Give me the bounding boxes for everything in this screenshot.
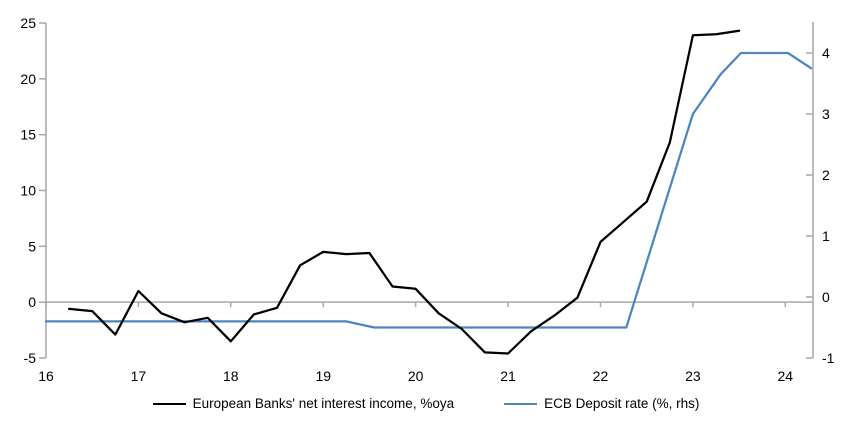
legend-item-ecb-deposit-rate: ECB Deposit rate (%, rhs) [504,396,699,411]
x-axis-tick-label: 19 [315,368,331,384]
x-axis-tick-label: 24 [777,368,793,384]
left-y-axis-tick-label: 25 [20,15,36,31]
left-y-axis-tick-label: 15 [20,127,36,143]
blue-line-swatch [504,402,538,405]
chart-legend: European Banks' net interest income, %oy… [0,396,852,411]
right-y-axis-tick-label: -1 [822,350,835,366]
right-y-axis-tick-label: 3 [822,106,830,122]
series-line-ecb-deposit-rate [44,51,813,329]
left-y-axis-tick-label: 0 [28,294,36,310]
left-y-axis-tick-label: 5 [28,238,36,254]
x-axis-tick-label: 22 [593,368,609,384]
x-axis-tick-label: 17 [131,368,147,384]
legend-label-ecb-deposit-rate: ECB Deposit rate (%, rhs) [544,396,700,411]
left-y-axis-tick-label: 20 [20,71,36,87]
left-y-axis-tick-label: 10 [20,183,36,199]
right-y-axis-tick-label: 2 [822,167,830,183]
x-axis-tick-label: 16 [38,368,54,384]
right-y-axis-tick-label: 0 [822,289,830,305]
x-axis-tick-label: 18 [223,368,239,384]
x-axis-tick-label: 23 [685,368,701,384]
black-line-swatch [152,402,186,405]
right-y-axis-tick-label: 1 [822,228,830,244]
x-axis-tick-label: 20 [408,368,424,384]
legend-label-net-interest-income: European Banks' net interest income, %oy… [192,396,455,411]
legend-item-net-interest-income: European Banks' net interest income, %oy… [152,396,455,411]
left-y-axis-tick-label: -5 [24,350,37,366]
right-y-axis-tick-label: 4 [822,45,830,61]
series-line-net-interest-income [67,29,741,355]
x-axis-tick-label: 21 [500,368,516,384]
